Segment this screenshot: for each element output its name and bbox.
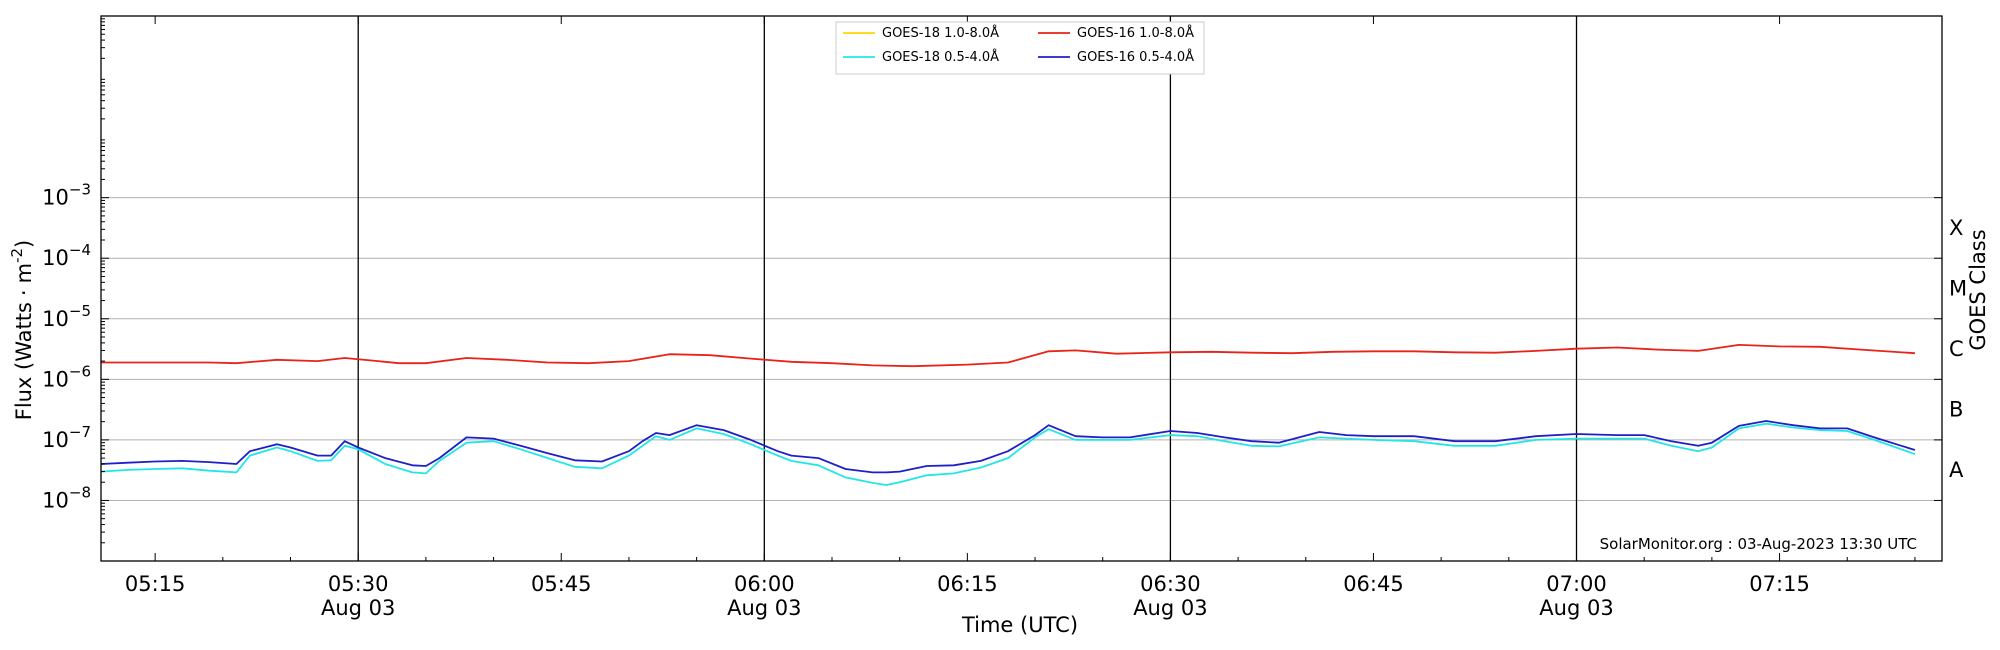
y-tick-base: 10 [42, 367, 69, 391]
plot-frame [100, 15, 1943, 562]
y-tick-exponent: −7 [69, 423, 91, 441]
goes-class-c: C [1949, 337, 1964, 361]
goes-class-b: B [1949, 398, 1963, 422]
y-tick-exponent: −8 [69, 483, 91, 501]
series-line-goes-16-0-5-4-0 [100, 420, 1916, 474]
y-axis-label: Flux (Watts · m-2) [8, 240, 36, 421]
y-tick-exponent: −4 [69, 241, 91, 259]
legend-entry-label: GOES-18 0.5-4.0Å [882, 49, 999, 65]
solarmonitor-annotation: SolarMonitor.org : 03-Aug-2023 13:30 UTC [1600, 535, 1917, 553]
day-boundary-lines [357, 16, 1578, 561]
x-axis-label: Time (UTC) [961, 613, 1078, 637]
axes [100, 15, 1943, 562]
y-tick-base: 10 [42, 186, 69, 210]
y-tick-exponent: −3 [69, 181, 91, 199]
goes-class-axis-label: GOES Class [1966, 229, 1990, 350]
y-tick-label: 10−8 [42, 483, 91, 512]
goes-class-x: X [1949, 216, 1963, 240]
y-tick-label: 10−7 [42, 423, 91, 452]
y-axis-label-dot: · [12, 289, 36, 296]
y-axis-label-close: ) [12, 240, 36, 248]
x-tick-label: 05:30 [328, 572, 389, 596]
y-tick-base: 10 [42, 246, 69, 270]
x-tick-label: 06:00 [734, 572, 795, 596]
x-tick-label: 06:45 [1343, 572, 1404, 596]
goes-class-labels: X M C B A [1949, 216, 1967, 482]
y-tick-exponent: −5 [69, 302, 91, 320]
series-line-goes-18-0-5-4-0 [100, 422, 1916, 486]
x-tick-label: 06:30 [1140, 572, 1201, 596]
y-tick-label: 10−6 [42, 362, 91, 391]
x-tick-date-label: Aug 03 [1539, 596, 1613, 620]
y-tick-label: 10−4 [42, 241, 91, 270]
goes-class-m: M [1949, 277, 1967, 301]
y-tick-base: 10 [42, 307, 69, 331]
legend-entry-label: GOES-16 1.0-8.0Å [1077, 25, 1194, 41]
y-axis-label-main: Flux (Watts [12, 302, 36, 420]
legend: GOES-18 1.0-8.0Å GOES-16 1.0-8.0Å GOES-18 … [835, 21, 1205, 75]
y-axis-label-sup: -2 [8, 248, 26, 263]
x-tick-label: 07:00 [1546, 572, 1607, 596]
y-axis-ticks: 10−310−410−510−610−710−8 [42, 18, 1942, 544]
legend-box [835, 21, 1205, 75]
x-tick-date-label: Aug 03 [321, 596, 395, 620]
goes-class-a: A [1949, 458, 1964, 482]
x-tick-label: 05:15 [125, 572, 186, 596]
y-tick-exponent: −6 [69, 362, 91, 380]
y-tick-label: 10−5 [42, 302, 91, 331]
y-axis-label-unit: m [12, 263, 36, 283]
series-layer [100, 343, 1916, 486]
x-tick-date-label: Aug 03 [727, 596, 801, 620]
x-tick-label: 06:15 [937, 572, 998, 596]
legend-entry-label: GOES-18 1.0-8.0Å [882, 25, 999, 41]
y-tick-base: 10 [42, 488, 69, 512]
series-line-goes-16-1-0-8-0 [101, 343, 1915, 368]
y-tick-base: 10 [42, 428, 69, 452]
legend-entry-label: GOES-16 0.5-4.0Å [1077, 49, 1194, 65]
x-tick-label: 07:15 [1749, 572, 1810, 596]
x-tick-label: 05:45 [531, 572, 592, 596]
grid-lines [101, 197, 1942, 501]
x-tick-date-label: Aug 03 [1133, 596, 1207, 620]
y-tick-label: 10−3 [42, 181, 91, 210]
